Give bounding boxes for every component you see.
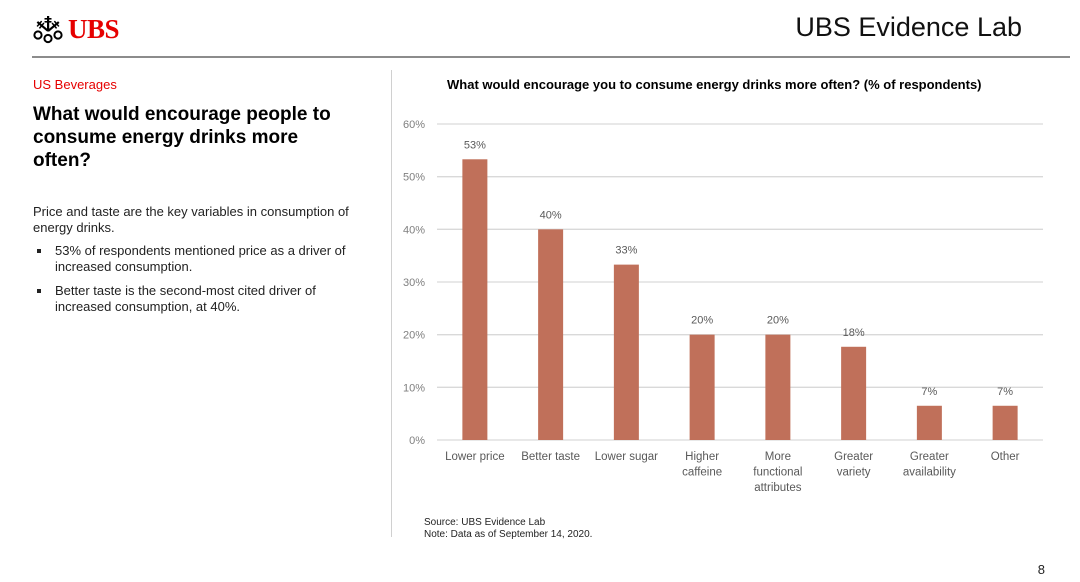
data-label: 33% [615,245,637,257]
bullet-icon [37,249,41,253]
y-axis-ticks: 0% 10% 20% 30% 40% 50% 60% [403,119,425,447]
bullet-text: 53% of respondents mentioned price as a … [55,243,346,274]
data-label: 40% [540,209,562,221]
x-tick-label-line: Higher [685,451,719,463]
x-tick-label-line: variety [837,467,871,479]
x-tick-label-line: functional [753,467,802,479]
brand-name: UBS [68,14,120,44]
bar [765,334,791,440]
column-divider [391,70,392,537]
y-tick-label: 50% [403,172,425,184]
ubs-logo: UBS [32,14,120,44]
footnote: Source: UBS Evidence Lab Note: Data as o… [424,517,592,541]
x-tick-label-line: Lower price [445,451,504,463]
x-tick-label-line: caffeine [682,467,722,479]
x-tick-label-line: Better taste [521,451,580,463]
chart-title: What would encourage you to consume ener… [447,77,982,92]
y-tick-label: 20% [403,330,425,342]
bar [462,159,488,440]
report-title: UBS Evidence Lab [795,12,1022,42]
x-tick-label-line: Lower sugar [595,451,658,463]
y-tick-label: 40% [403,224,425,236]
x-tick-label: Greater variety [834,451,873,479]
x-tick-label: Better taste [521,451,580,463]
bullet-icon [37,289,41,293]
x-tick-label: Lower price [445,451,504,463]
data-label: 7% [997,386,1013,398]
x-axis-ticks: Lower price Better taste Lower sugar Higher… [445,451,1020,494]
bullet-item: Better taste is the second-most cited dr… [33,283,353,315]
x-tick-label-line: Other [991,451,1020,463]
x-tick-label-line: More [765,451,791,463]
bar [689,334,715,440]
x-tick-label: Lower sugar [595,451,658,463]
data-label: 53% [464,139,486,151]
page-number: 8 [1037,562,1045,577]
data-label: 18% [843,327,865,339]
intro-paragraph: Price and taste are the key variables in… [33,204,349,235]
y-tick-label: 30% [403,277,425,289]
data-label: 7% [921,386,937,398]
page-headline: What would encourage people to consume e… [33,104,331,171]
x-tick-label: More functional attributes [753,451,802,494]
bar [916,405,942,440]
y-tick-label: 10% [403,382,425,394]
header-divider [32,56,1070,58]
x-tick-label-line: attributes [754,482,802,494]
bar [841,346,867,440]
bar [992,405,1018,440]
bars [462,159,1018,440]
y-tick-label: 0% [409,435,425,447]
x-tick-label: Greater availability [903,451,956,479]
data-note: Note: Data as of September 14, 2020. [424,529,593,540]
x-tick-label: Other [991,451,1020,463]
bullet-item: 53% of respondents mentioned price as a … [33,243,353,275]
bar [538,229,564,440]
source-note: Source: UBS Evidence Lab [424,517,546,528]
bullet-text: Better taste is the second-most cited dr… [55,283,316,314]
gridlines [437,123,1043,441]
ubs-keys-icon [33,16,63,44]
x-tick-label: Higher caffeine [682,451,722,479]
section-label: US Beverages [33,77,117,92]
y-tick-label: 60% [403,119,425,131]
data-label: 20% [767,315,789,327]
data-labels: 53% 40% 33% 20% 20% 18% 7% 7% [464,139,1013,397]
summary-text: Price and taste are the key variables in… [33,204,353,323]
x-tick-label-line: availability [903,467,956,479]
data-label: 20% [691,315,713,327]
x-tick-label-line: Greater [834,451,873,463]
bullet-list: 53% of respondents mentioned price as a … [33,243,353,315]
bar [613,264,639,440]
x-tick-label-line: Greater [910,451,949,463]
